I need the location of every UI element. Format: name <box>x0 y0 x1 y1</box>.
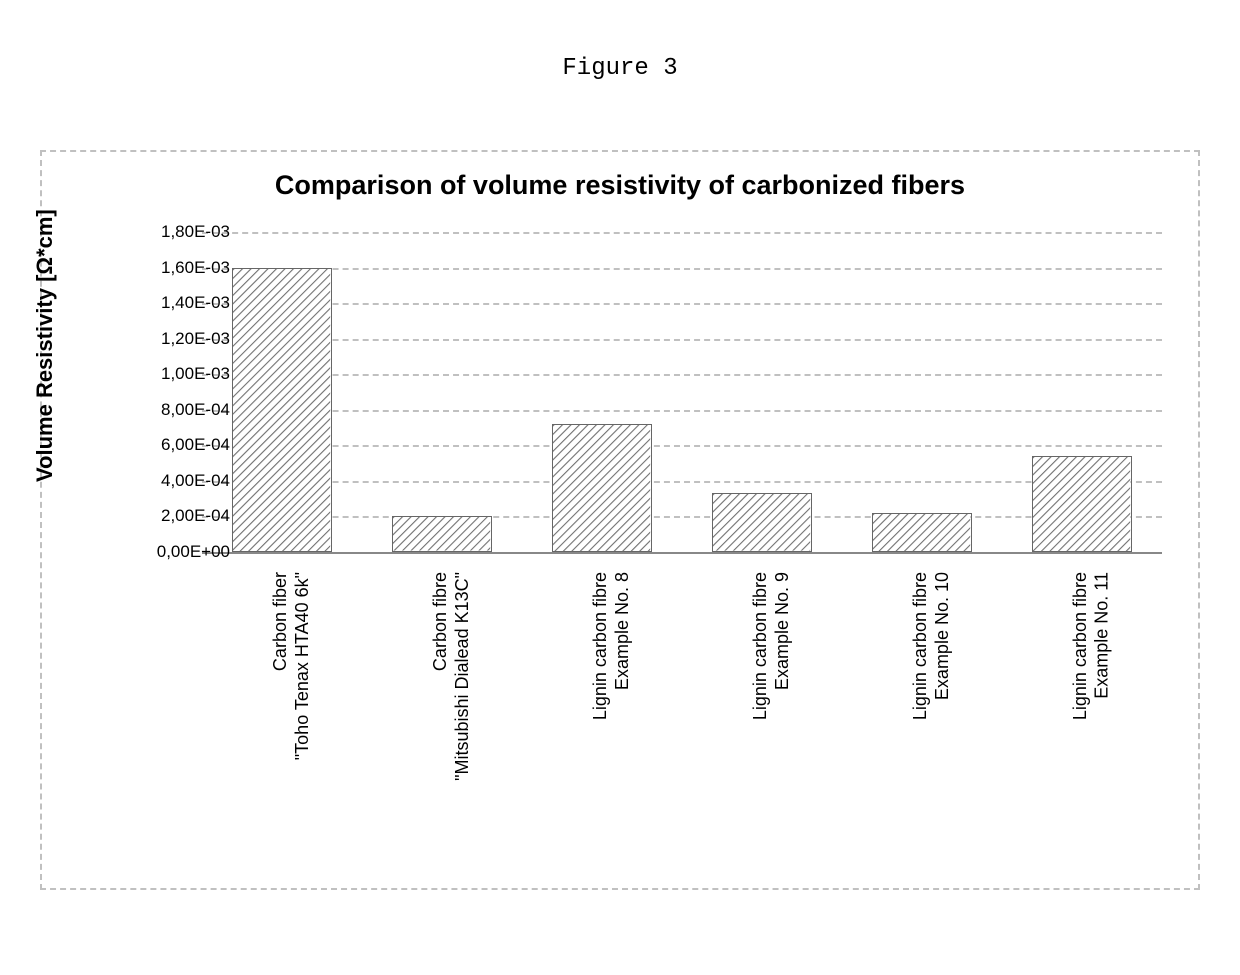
bar <box>712 493 811 552</box>
x-label-line2: Example No. 10 <box>932 572 953 700</box>
y-tick-label: 4,00E-04 <box>140 471 230 491</box>
bars <box>202 232 1162 552</box>
x-label-line1: Carbon fiber <box>270 572 291 671</box>
y-tick-label: 1,00E-03 <box>140 364 230 384</box>
bar <box>392 516 491 552</box>
bar <box>1032 456 1131 552</box>
figure-label: Figure 3 <box>562 55 677 82</box>
x-label-line2: Example No. 8 <box>612 572 633 690</box>
plot-area <box>202 232 1162 552</box>
bar <box>872 513 971 552</box>
x-label-line1: Lignin carbon fibre <box>750 572 771 720</box>
baseline <box>202 552 1162 554</box>
x-label-line2: Example No. 11 <box>1092 572 1113 699</box>
y-tick-label: 2,00E-04 <box>140 506 230 526</box>
y-tick-label: 1,60E-03 <box>140 258 230 278</box>
y-axis-label: Volume Resistivity [Ω*cm] <box>32 209 58 482</box>
x-labels: Carbon fiber"Toho Tenax HTA40 6k" Carbon … <box>202 562 1162 872</box>
bar <box>552 424 651 552</box>
y-tick-label: 1,80E-03 <box>140 222 230 242</box>
y-tick-label: 8,00E-04 <box>140 400 230 420</box>
x-label-line2: "Toho Tenax HTA40 6k" <box>292 572 313 760</box>
y-tick-label: 6,00E-04 <box>140 435 230 455</box>
chart-container: Comparison of volume resistivity of carb… <box>40 150 1200 890</box>
y-tick-label: 1,20E-03 <box>140 329 230 349</box>
chart-title: Comparison of volume resistivity of carb… <box>42 170 1198 201</box>
y-tick-label: 1,40E-03 <box>140 293 230 313</box>
bar <box>232 268 331 552</box>
x-label-line2: "Mitsubishi Dialead K13C" <box>452 572 473 781</box>
x-label-line1: Lignin carbon fibre <box>590 572 611 720</box>
x-label-line1: Carbon fibre <box>430 572 451 671</box>
y-tick-label: 0,00E+00 <box>140 542 230 562</box>
x-label-line2: Example No. 9 <box>772 572 793 690</box>
x-label-line1: Lignin carbon fibre <box>910 572 931 720</box>
x-label-line1: Lignin carbon fibre <box>1070 572 1091 720</box>
